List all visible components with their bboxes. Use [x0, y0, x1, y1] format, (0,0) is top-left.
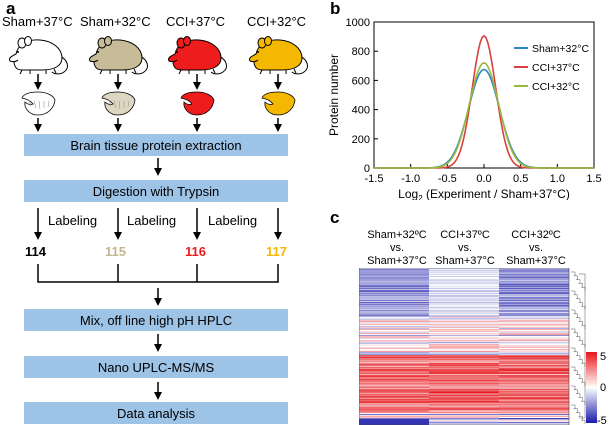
brain-tissue-icon [21, 91, 56, 116]
comparison-3-vs: vs. [528, 242, 544, 254]
labeling-text-1: Labeling [48, 213, 98, 228]
legend-label-2: CCI+37°C [532, 62, 580, 74]
color-scale-bar [586, 352, 597, 423]
color-scale-mid: 0 [600, 382, 606, 394]
condition-label-cci32: CCI+32°C [247, 14, 307, 29]
comparison-1-vs: vs. [389, 242, 405, 254]
color-scale-max: 5 [600, 351, 606, 363]
condition-label-sham32: Sham+32°C [80, 14, 151, 29]
tmt-label-114: 114 [25, 244, 46, 259]
step-mix-hplc: Mix, off line high pH HPLC [24, 309, 288, 331]
comparison-1-top: Sham+32ºC [367, 229, 427, 241]
y-tick-label: 1000 [346, 17, 370, 29]
y-tick-label: 800 [352, 46, 370, 58]
step-nano-uplc: Nano UPLC-MS/MS [24, 356, 288, 378]
heatmap: 5 0 -5 [359, 268, 607, 425]
tmt-label-116: 116 [185, 244, 206, 259]
brain-tissue-icon [101, 91, 136, 116]
labeling-text-3: Labeling [208, 213, 258, 228]
protein-distribution-chart: 0 200 400 600 800 1000 -1.5 -1.0 -0.5 0.0 0.5 1.0 1.… [327, 17, 602, 200]
tmt-label-117: 117 [266, 244, 287, 259]
y-tick-label: 200 [352, 134, 370, 146]
brain-tissue-icon [261, 91, 296, 116]
brain-tissue-icon [180, 91, 215, 116]
x-tick-label: -1.0 [401, 173, 420, 185]
mouse-icon [249, 36, 308, 75]
comparison-2-bottom: Sham+37°C [435, 255, 495, 267]
comparison-3-bottom: Sham+37°C [506, 255, 566, 267]
condition-label-sham37: Sham+37°C [2, 14, 73, 29]
y-tick-label: 600 [352, 75, 370, 87]
x-tick-label: 0.5 [513, 173, 528, 185]
mouse-icon [89, 36, 148, 75]
panel-c-letter: c [330, 208, 340, 227]
comparison-label-2: CCI+37ºC vs. Sham+37°C [425, 229, 505, 268]
y-axis-label: Protein number [327, 54, 341, 136]
panel-b-letter: b [330, 0, 341, 18]
panel-a-letter: a [6, 0, 16, 18]
x-tick-label: 1.5 [586, 173, 601, 185]
x-tick-label: 0.0 [476, 173, 491, 185]
step-digestion: Digestion with Trypsin [24, 180, 288, 202]
step-data-analysis: Data analysis [24, 402, 288, 424]
labeling-text-2: Labeling [127, 213, 177, 228]
flow-diagram-graphics [9, 36, 308, 400]
x-tick-label: -0.5 [438, 173, 457, 185]
x-axis-label: Log2 (Experiment / Sham+37°C) [398, 187, 570, 200]
y-tick-label: 0 [364, 163, 370, 175]
x-tick-label: -1.5 [365, 173, 384, 185]
tmt-label-115: 115 [105, 244, 126, 259]
comparison-1-bottom: Sham+37°C [367, 255, 427, 267]
comparison-2-top: CCI+37ºC [440, 229, 490, 241]
comparison-label-1: Sham+32ºC vs. Sham+37°C [357, 229, 437, 268]
mouse-icon [168, 36, 227, 75]
mouse-icon [9, 36, 68, 75]
comparison-3-top: CCI+32ºC [511, 229, 561, 241]
comparison-label-3: CCI+32ºC vs. Sham+37°C [496, 229, 576, 268]
step-protein-extraction: Brain tissue protein extraction [24, 134, 288, 156]
merge-bracket [37, 264, 279, 283]
series-line-3 [374, 62, 594, 169]
comparison-2-vs: vs. [457, 242, 473, 254]
x-tick-label: 1.0 [550, 173, 565, 185]
condition-label-cci37: CCI+37°C [166, 14, 226, 29]
series-line-2 [374, 34, 594, 169]
legend-label-1: Sham+32°C [532, 43, 589, 55]
color-scale-min: -5 [597, 415, 607, 425]
legend-label-3: CCI+32°C [532, 81, 580, 93]
y-tick-label: 400 [352, 105, 370, 117]
